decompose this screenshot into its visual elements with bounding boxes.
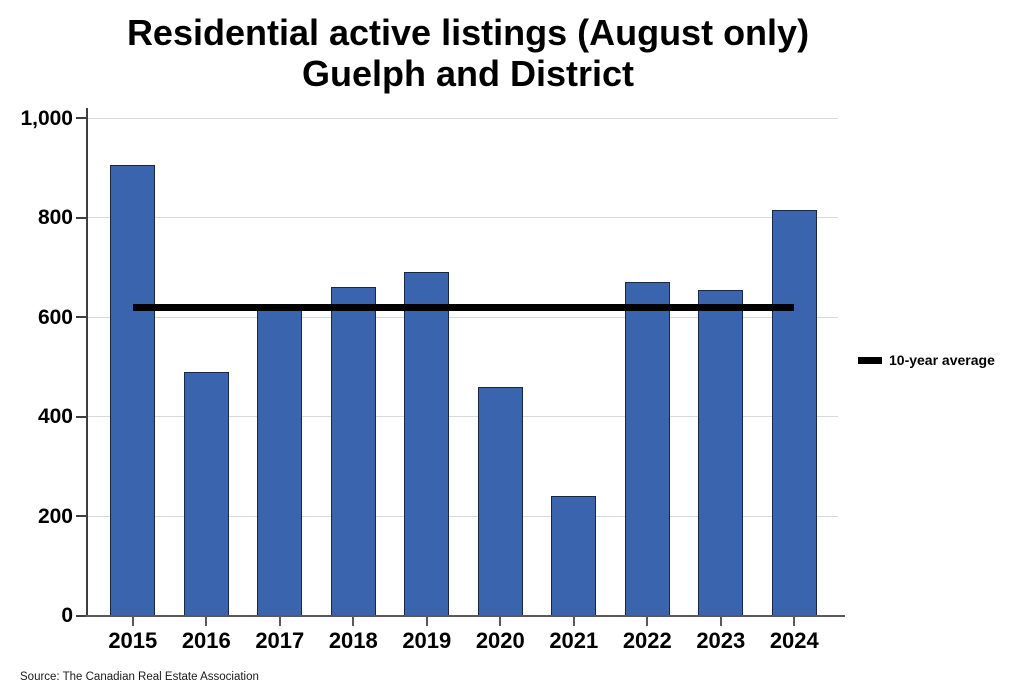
y-axis-tick-label: 400 — [37, 405, 73, 428]
y-axis-tick — [76, 316, 87, 318]
x-axis-label-2023: 2023 — [696, 628, 746, 653]
gridline-200 — [88, 515, 838, 517]
bar-2018 — [330, 287, 376, 616]
bar-2015 — [110, 165, 156, 616]
x-axis-tick — [719, 616, 722, 626]
y-axis-tick-label: 800 — [37, 206, 73, 229]
gridline-400 — [88, 416, 838, 417]
chart-title: Residential active listings (August only… — [0, 12, 936, 94]
gridline-600 — [88, 316, 838, 318]
x-axis-label-2018: 2018 — [328, 628, 378, 653]
x-axis-tick — [278, 616, 281, 626]
x-axis-tick — [646, 616, 649, 626]
bar-2024 — [771, 210, 817, 616]
x-axis-tick — [205, 616, 208, 626]
x-axis-tick — [425, 616, 428, 626]
average-line — [132, 303, 795, 311]
y-axis-tick — [76, 515, 87, 517]
x-axis-label-2015: 2015 — [108, 628, 158, 653]
bar-2020 — [477, 386, 523, 616]
y-axis-tick-label: 1,000 — [20, 106, 73, 130]
y-axis-tick — [76, 216, 87, 219]
average-line-swatch — [858, 356, 882, 364]
x-axis-label-2024: 2024 — [769, 628, 819, 653]
x-axis-label-2021: 2021 — [549, 628, 599, 653]
gridline-800 — [88, 217, 838, 218]
bar-2016 — [183, 371, 229, 616]
bar-2017 — [257, 309, 303, 616]
x-axis-tick — [499, 616, 502, 626]
chart-title-line2: Guelph and District — [301, 53, 635, 94]
y-axis-tick-label: 0 — [61, 604, 73, 627]
y-axis-tick — [76, 415, 87, 418]
chart-title-line1: Residential active listings (August only… — [126, 12, 810, 53]
bar-2019 — [404, 272, 450, 616]
x-axis-label-2016: 2016 — [181, 628, 231, 653]
bar-2022 — [624, 282, 670, 616]
x-axis-tick — [352, 616, 355, 626]
x-axis-label-2022: 2022 — [622, 628, 672, 653]
bar-2021 — [551, 496, 597, 616]
y-axis-tick-label: 600 — [37, 305, 73, 329]
y-axis-tick — [76, 614, 87, 617]
x-axis-tick — [572, 616, 575, 626]
x-axis-line — [86, 614, 845, 617]
legend-label: 10-year average — [889, 352, 995, 368]
x-axis-tick — [793, 616, 796, 626]
x-axis-label-2020: 2020 — [475, 628, 525, 653]
gridline-1000 — [88, 117, 838, 119]
source-note: Source: The Canadian Real Estate Associa… — [20, 671, 259, 683]
legend: 10-year average — [858, 352, 995, 368]
y-axis-tick-label: 200 — [37, 504, 73, 528]
y-axis-line — [86, 108, 88, 617]
bar-2023 — [698, 289, 744, 616]
x-axis-tick — [131, 616, 134, 626]
y-axis-tick — [76, 117, 87, 119]
x-axis-label-2017: 2017 — [255, 628, 305, 653]
x-axis-label-2019: 2019 — [402, 628, 452, 653]
